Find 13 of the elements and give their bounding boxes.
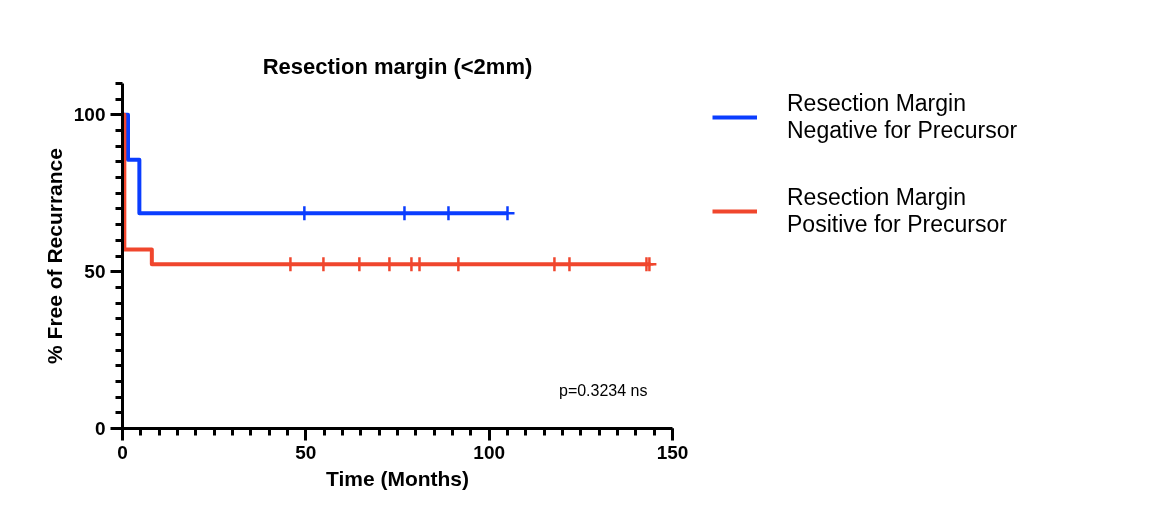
- chart-title: Resection margin (<2mm): [262, 53, 533, 79]
- annotation: p=0.3234 ns: [558, 381, 648, 399]
- legend-label: Resection Margin Negative for Precursor: [787, 90, 1018, 144]
- y-tick-label: 100: [73, 104, 106, 126]
- legend-label: Resection Margin Positive for Precursor: [787, 184, 1007, 238]
- x-tick-label: 100: [473, 441, 506, 463]
- y-tick-label: 50: [84, 261, 106, 283]
- y-tick-label: 0: [94, 418, 106, 439]
- x-axis-title: Time (Months): [325, 466, 470, 490]
- x-tick-label: 0: [117, 441, 128, 463]
- x-tick-label: 150: [656, 441, 689, 463]
- x-tick-label: 50: [295, 441, 317, 463]
- y-axis-title: % Free of Recurrance: [42, 148, 66, 364]
